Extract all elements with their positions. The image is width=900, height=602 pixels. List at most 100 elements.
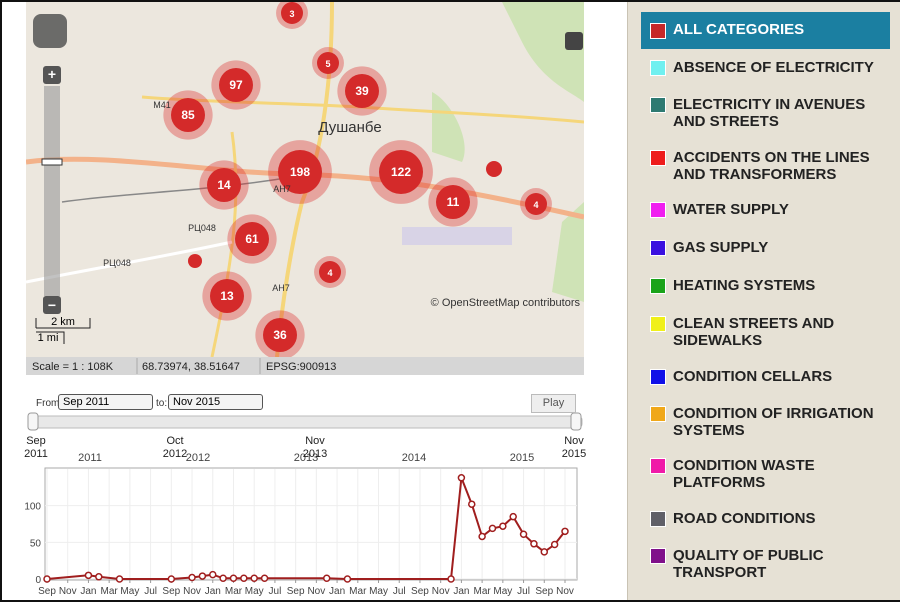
category-item[interactable]: HEATING SYSTEMS bbox=[641, 277, 890, 294]
category-item[interactable]: QUALITY OF PUBLIC TRANSPORT bbox=[641, 547, 890, 581]
x-tick-label: Mar bbox=[225, 586, 243, 597]
x-tick-label: Sep bbox=[411, 586, 429, 597]
category-swatch bbox=[650, 369, 666, 385]
cluster[interactable] bbox=[525, 193, 547, 215]
point bbox=[84, 571, 93, 580]
place-label: АН7 bbox=[272, 283, 290, 293]
year-label: 2013 bbox=[294, 452, 318, 464]
map[interactable]: 3 5 97 39 85 198 122 14 11 4 61 4 13 36 Душанбе АН7 АН7… bbox=[26, 2, 584, 360]
park bbox=[552, 202, 584, 302]
category-name: CONDITION OF IRRIGATION SYSTEMS bbox=[673, 405, 874, 439]
x-tick-label: Nov bbox=[307, 586, 325, 597]
cluster[interactable] bbox=[319, 261, 341, 283]
x-tick-label: Jan bbox=[80, 586, 96, 597]
cluster-count: 97 bbox=[229, 78, 243, 92]
road bbox=[210, 131, 238, 357]
cluster-count: 4 bbox=[533, 200, 538, 210]
x-tick-label: May bbox=[120, 586, 139, 597]
point bbox=[322, 574, 331, 583]
point bbox=[95, 573, 103, 581]
cluster[interactable] bbox=[210, 279, 244, 313]
category-name: CONDITION CELLARS bbox=[673, 368, 833, 385]
category-item[interactable]: GAS SUPPLY bbox=[641, 239, 890, 256]
cluster[interactable] bbox=[317, 52, 339, 74]
cluster-count: 85 bbox=[181, 108, 195, 122]
from-select[interactable]: Sep 2011 bbox=[58, 394, 153, 410]
cluster[interactable] bbox=[436, 185, 470, 219]
cluster-count: 36 bbox=[273, 328, 287, 342]
status-projection: EPSG:900913 bbox=[266, 361, 336, 373]
category-item[interactable]: ABSENCE OF ELECTRICITY bbox=[641, 59, 890, 76]
cluster-count: 11 bbox=[447, 195, 460, 209]
point bbox=[43, 575, 51, 583]
airport bbox=[402, 227, 512, 245]
layer-switcher[interactable] bbox=[565, 32, 583, 50]
zoom-handle[interactable] bbox=[41, 158, 63, 166]
left-pane: 3 5 97 39 85 198 122 14 11 4 61 4 13 36 Душанбе АН7 АН7… bbox=[24, 2, 586, 597]
category-item[interactable]: CONDITION WASTE PLATFORMS bbox=[641, 457, 890, 491]
cluster[interactable] bbox=[379, 150, 423, 194]
play-button[interactable]: Play bbox=[531, 394, 576, 413]
cluster[interactable] bbox=[263, 318, 297, 352]
cluster[interactable] bbox=[345, 74, 379, 108]
point bbox=[198, 572, 207, 580]
from-label: From: bbox=[36, 398, 63, 409]
to-label: to: bbox=[156, 398, 168, 409]
x-tick-label: Jul bbox=[393, 586, 406, 597]
zoom-in[interactable] bbox=[43, 66, 61, 84]
category-item[interactable]: CLEAN STREETS AND SIDEWALKS bbox=[641, 315, 890, 349]
category-item[interactable]: ELECTRICITY IN AVENUES AND STREETS bbox=[641, 96, 890, 130]
category-swatch bbox=[650, 150, 666, 166]
category-item[interactable]: ROAD CONDITIONS bbox=[641, 510, 890, 527]
category-item[interactable]: CONDITION OF IRRIGATION SYSTEMS bbox=[641, 405, 890, 439]
category-item[interactable]: CONDITION CELLARS bbox=[641, 368, 890, 385]
cluster[interactable] bbox=[171, 98, 205, 132]
time-slider[interactable] bbox=[31, 415, 583, 429]
x-tick-label: Nov bbox=[183, 586, 201, 597]
zoom-out[interactable] bbox=[43, 296, 61, 314]
pan-control[interactable] bbox=[33, 14, 67, 48]
slider-handle[interactable] bbox=[570, 412, 582, 431]
single-point[interactable] bbox=[486, 161, 502, 177]
cluster-count: 198 bbox=[290, 165, 310, 179]
point bbox=[519, 530, 528, 539]
x-tick-label: Nov bbox=[556, 586, 574, 597]
category-swatch bbox=[650, 511, 666, 527]
point bbox=[478, 532, 486, 541]
category-item[interactable]: ACCIDENTS ON THE LINES AND TRANSFORMERS bbox=[641, 149, 890, 183]
category-item[interactable]: ALL CATEGORIES bbox=[641, 12, 890, 49]
cluster[interactable] bbox=[219, 68, 253, 102]
cluster-count: 39 bbox=[355, 84, 369, 98]
zoom-bar[interactable] bbox=[44, 86, 60, 296]
x-tick-label: Jul bbox=[144, 586, 157, 597]
category-panel: ALL CATEGORIES ABSENCE OF ELECTRICITY ELEC… bbox=[627, 2, 900, 600]
to-select[interactable]: Nov 2015 bbox=[168, 394, 263, 410]
cluster[interactable] bbox=[278, 150, 322, 194]
x-tick-label: Nov bbox=[432, 586, 450, 597]
point bbox=[229, 574, 238, 583]
zoom-in-icon: + bbox=[48, 66, 56, 82]
category-swatch bbox=[650, 240, 666, 256]
x-tick-label: Jul bbox=[517, 586, 530, 597]
category-swatch bbox=[650, 60, 666, 76]
point bbox=[457, 474, 466, 482]
slider-handle[interactable] bbox=[27, 412, 39, 431]
cluster-count: 13 bbox=[220, 289, 234, 303]
railway bbox=[61, 176, 293, 203]
point bbox=[167, 575, 176, 583]
slider-year: 2015 bbox=[562, 448, 586, 460]
place-label: АН7 bbox=[273, 184, 291, 194]
x-tick-label: Mar bbox=[101, 586, 119, 597]
cluster[interactable] bbox=[281, 2, 303, 24]
cluster[interactable] bbox=[235, 222, 269, 256]
plot-area bbox=[44, 467, 578, 581]
single-point[interactable] bbox=[188, 254, 202, 268]
category-item[interactable]: WATER SUPPLY bbox=[641, 201, 890, 218]
point bbox=[468, 500, 476, 508]
slider-month: Nov bbox=[564, 435, 584, 447]
x-tick-label: Jul bbox=[269, 586, 282, 597]
park bbox=[432, 92, 465, 162]
point bbox=[488, 524, 497, 533]
cluster-count: 14 bbox=[217, 178, 231, 192]
cluster[interactable] bbox=[207, 168, 241, 202]
